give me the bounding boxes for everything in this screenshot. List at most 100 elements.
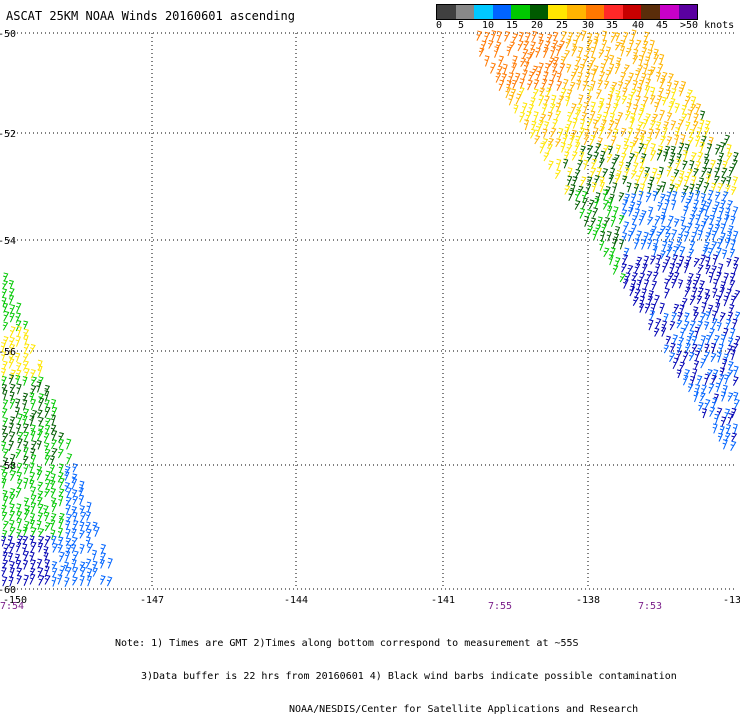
wind-barb: [641, 46, 648, 58]
wind-barb: [605, 46, 612, 57]
wind-barb: [627, 230, 634, 242]
latitude-label: -56: [0, 347, 16, 358]
wind-barb: [729, 248, 736, 258]
wind-barb: [720, 416, 727, 427]
wind-barb: [22, 392, 29, 402]
wind-barb: [498, 79, 505, 91]
wind-barb: [513, 104, 519, 114]
wind-barb: [599, 125, 605, 137]
wind-barb: [15, 335, 21, 347]
wind-barb: [9, 488, 16, 499]
wind-barb: [9, 416, 16, 426]
wind-barb: [650, 119, 656, 130]
wind-barb: [693, 199, 700, 210]
wind-barb: [647, 182, 653, 194]
wind-barb: [707, 167, 713, 179]
wind-barb: [708, 136, 714, 147]
wind-barb: [597, 102, 604, 114]
wind-barb: [615, 95, 621, 107]
wind-barb: [695, 273, 701, 284]
wind-barb: [687, 109, 693, 121]
wind-barb: [691, 343, 698, 354]
wind-barb: [698, 177, 705, 187]
wind-barb: [94, 526, 100, 537]
wind-barb: [682, 374, 689, 386]
wind-barb: [730, 327, 736, 339]
wind-barb: [583, 159, 589, 170]
wind-barb: [515, 93, 522, 105]
wind-barb: [607, 93, 613, 105]
wind-barb: [532, 65, 539, 75]
wind-barb: [594, 197, 600, 209]
wind-barb: [595, 224, 602, 234]
wind-barb: [715, 302, 721, 314]
wind-barb: [725, 318, 732, 330]
wind-barb: [566, 175, 573, 187]
wind-barb: [9, 493, 16, 505]
wind-barb: [692, 120, 699, 132]
wind-barb: [36, 439, 42, 450]
wind-barb: [678, 87, 684, 97]
longitude-label: -150: [3, 595, 27, 606]
wind-barb: [23, 497, 30, 507]
wind-barb: [661, 320, 668, 331]
scale-swatch: [604, 5, 623, 19]
wind-barb: [645, 192, 652, 203]
wind-barb: [725, 424, 732, 435]
wind-barb: [654, 101, 660, 113]
wind-barb: [732, 159, 738, 171]
wind-barb: [79, 521, 85, 532]
wind-barb: [526, 53, 533, 65]
wind-barb: [484, 55, 490, 67]
wind-barb: [659, 302, 665, 315]
scale-swatch: [492, 5, 512, 19]
wind-barb: [567, 31, 574, 43]
wind-barb: [517, 40, 524, 52]
wind-barb: [598, 49, 605, 59]
wind-barb: [688, 272, 694, 284]
wind-barb: [566, 120, 573, 132]
wind-barb: [731, 407, 737, 418]
wind-barb: [597, 79, 604, 89]
wind-barb: [631, 214, 638, 226]
wind-barb: [722, 191, 729, 201]
wind-barb: [556, 45, 562, 57]
wind-barb: [79, 543, 85, 555]
wind-barb: [608, 254, 614, 266]
wind-barb: [52, 567, 58, 578]
scale-swatch: [529, 5, 549, 19]
wind-barb: [23, 463, 29, 475]
wind-barb: [531, 120, 537, 130]
wind-barb: [65, 496, 72, 507]
wind-barb: [572, 117, 578, 129]
wind-barb: [38, 416, 44, 427]
wind-barb: [9, 453, 16, 466]
wind-barb: [58, 488, 65, 498]
wind-barb: [566, 89, 573, 99]
wind-barb: [617, 111, 624, 121]
wind-barb: [698, 287, 704, 298]
wind-barb: [615, 256, 621, 267]
wind-barb: [574, 141, 581, 153]
wind-barb: [562, 133, 568, 145]
wind-barb: [623, 278, 629, 289]
wind-barb: [609, 87, 616, 98]
wind-barb: [614, 118, 620, 130]
wind-barb: [522, 69, 528, 81]
wind-barb: [9, 312, 15, 323]
wind-barb: [696, 295, 703, 305]
wind-barb: [733, 365, 739, 377]
wind-barb: [651, 225, 657, 235]
wind-barb: [611, 158, 618, 169]
wind-barb: [596, 113, 603, 123]
wind-barb: [619, 45, 626, 57]
wind-barb: [586, 39, 593, 49]
wind-barb: [44, 488, 51, 498]
wind-barb: [730, 295, 737, 306]
wind-barb: [683, 320, 690, 331]
wind-barb: [679, 255, 685, 267]
wind-barb: [647, 216, 654, 226]
wind-barb: [691, 152, 697, 162]
wind-barb: [2, 321, 9, 331]
wind-barb: [703, 158, 710, 170]
